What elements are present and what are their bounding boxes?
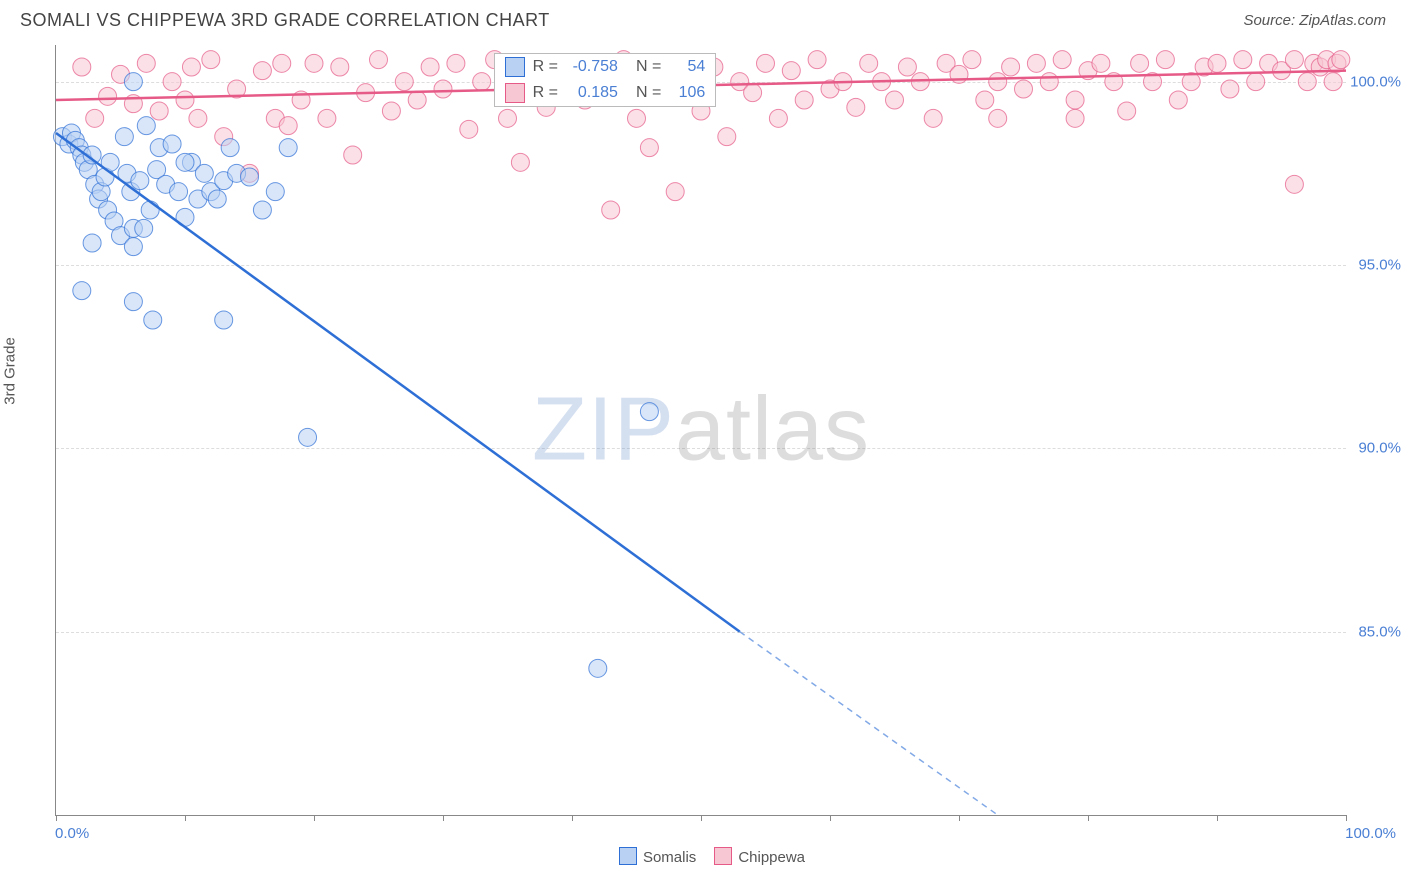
legend-label: Chippewa [738, 849, 805, 866]
chart-plot-area: ZIPatlas 85.0%90.0%95.0%100.0% [55, 45, 1346, 816]
x-tick [56, 815, 57, 821]
x-tick [959, 815, 960, 821]
y-tick-label: 95.0% [1358, 257, 1401, 274]
stat-row-somalis: R = -0.758 N = 54 [495, 54, 716, 80]
stat-n-label: N = [636, 84, 661, 102]
x-tick [1346, 815, 1347, 821]
x-tick [830, 815, 831, 821]
x-axis-max-label: 100.0% [1345, 825, 1396, 842]
stat-n-label: N = [636, 58, 661, 76]
y-tick-label: 85.0% [1358, 623, 1401, 640]
y-axis-title: 3rd Grade [2, 337, 19, 405]
stat-n-value: 54 [669, 58, 705, 76]
stat-n-value: 106 [669, 84, 705, 102]
x-tick [572, 815, 573, 821]
correlation-stats-box: R = -0.758 N = 54 R = 0.185 N = 106 [494, 53, 717, 107]
stat-swatch [505, 57, 525, 77]
legend: Somalis Chippewa [0, 847, 1406, 866]
x-tick [701, 815, 702, 821]
legend-swatch [714, 847, 732, 865]
chart-source: Source: ZipAtlas.com [1243, 12, 1386, 29]
x-tick [443, 815, 444, 821]
x-axis-min-label: 0.0% [55, 825, 89, 842]
stat-swatch [505, 83, 525, 103]
x-tick [1088, 815, 1089, 821]
x-tick [1217, 815, 1218, 821]
legend-label: Somalis [643, 849, 696, 866]
y-tick-label: 100.0% [1350, 73, 1401, 90]
legend-swatch [619, 847, 637, 865]
stat-r-value: 0.185 [566, 84, 618, 102]
y-tick-label: 90.0% [1358, 440, 1401, 457]
x-tick [185, 815, 186, 821]
stat-r-label: R = [533, 58, 558, 76]
chart-header: SOMALI VS CHIPPEWA 3RD GRADE CORRELATION… [0, 0, 1406, 37]
x-tick [314, 815, 315, 821]
chart-svg [56, 45, 1346, 815]
stat-r-value: -0.758 [566, 58, 618, 76]
stat-row-chippewa: R = 0.185 N = 106 [495, 80, 716, 106]
chart-title: SOMALI VS CHIPPEWA 3RD GRADE CORRELATION… [20, 10, 550, 31]
stat-r-label: R = [533, 84, 558, 102]
